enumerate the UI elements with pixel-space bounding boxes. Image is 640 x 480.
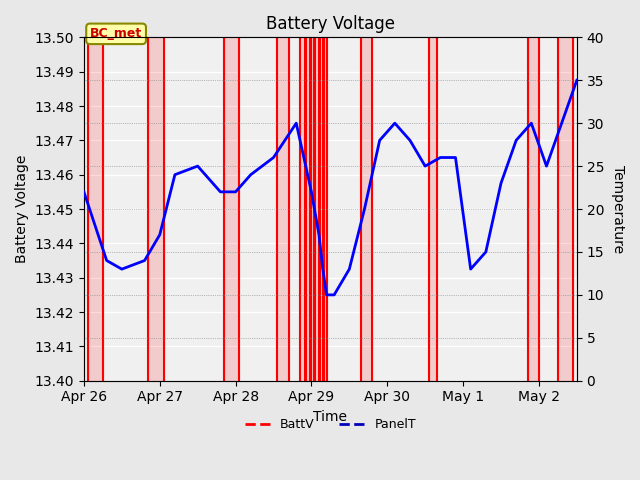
Y-axis label: Battery Voltage: Battery Voltage (15, 155, 29, 263)
Title: Battery Voltage: Battery Voltage (266, 15, 395, 33)
X-axis label: Time: Time (314, 410, 348, 424)
Y-axis label: Temperature: Temperature (611, 165, 625, 253)
Text: BC_met: BC_met (90, 27, 142, 40)
Legend: BattV, PanelT: BattV, PanelT (240, 413, 421, 436)
